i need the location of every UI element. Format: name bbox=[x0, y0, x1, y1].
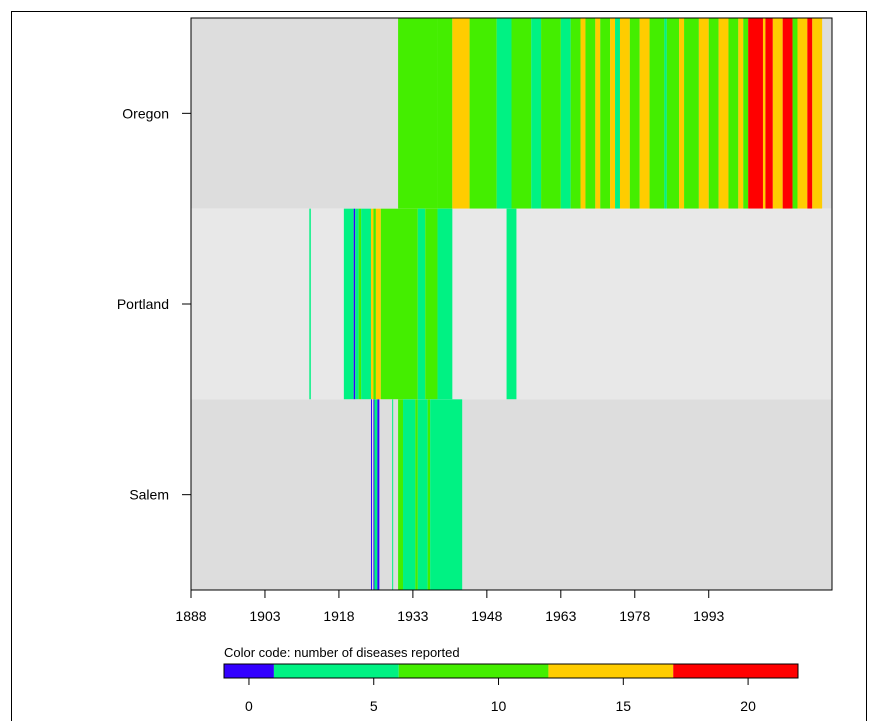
heat-cell bbox=[629, 18, 640, 209]
colorbar-border bbox=[223, 663, 799, 679]
colorbar-bin bbox=[673, 664, 798, 678]
heat-cell bbox=[370, 208, 374, 400]
heat-cell bbox=[415, 399, 418, 590]
colorbar-tick-label: 15 bbox=[616, 698, 632, 714]
heat-cell bbox=[600, 18, 611, 209]
heat-cell bbox=[728, 18, 739, 209]
heat-cell bbox=[666, 18, 680, 209]
y-tick-label: Portland bbox=[117, 296, 169, 312]
heat-cell bbox=[762, 18, 766, 209]
heat-cell bbox=[370, 399, 372, 590]
heat-cell bbox=[595, 18, 601, 209]
heat-cell bbox=[506, 208, 517, 400]
x-tick-label: 1963 bbox=[545, 608, 576, 624]
colorbar-bin bbox=[398, 664, 549, 678]
heat-cell bbox=[373, 208, 376, 400]
heat-cell bbox=[427, 399, 431, 590]
y-axis: Oregon Portland Salem bbox=[117, 105, 191, 503]
heat-cell bbox=[541, 18, 561, 209]
heat-cell bbox=[615, 18, 620, 209]
colorbar-title: Color code: number of diseases reported bbox=[224, 645, 460, 660]
heat-cell bbox=[437, 18, 453, 209]
heat-cell bbox=[718, 18, 729, 209]
heat-cell bbox=[430, 399, 463, 590]
heat-cell bbox=[765, 18, 773, 209]
heat-cell bbox=[343, 208, 354, 400]
row-background-salem bbox=[191, 399, 832, 590]
heat-cell bbox=[782, 18, 793, 209]
heat-cell bbox=[469, 18, 497, 209]
heat-cell bbox=[807, 18, 813, 209]
x-tick-label: 1903 bbox=[249, 608, 280, 624]
colorbar-bin bbox=[273, 664, 399, 678]
heat-cell bbox=[398, 399, 404, 590]
heat-cell bbox=[417, 208, 426, 400]
heat-cell bbox=[531, 18, 542, 209]
heat-cell bbox=[358, 208, 362, 400]
heat-cell bbox=[698, 18, 709, 209]
heat-cell bbox=[437, 208, 453, 400]
heat-cell bbox=[812, 18, 823, 209]
heat-cell bbox=[452, 18, 470, 209]
heat-cell bbox=[374, 399, 378, 590]
heat-cell bbox=[610, 18, 616, 209]
colorbar-legend: Color code: number of diseases reported … bbox=[223, 645, 799, 714]
heat-cell bbox=[639, 18, 650, 209]
heat-cell bbox=[679, 18, 685, 209]
colorbar-tick-label: 10 bbox=[491, 698, 507, 714]
heat-cell bbox=[649, 18, 665, 209]
x-tick-label: 1948 bbox=[471, 608, 502, 624]
colorbar-tick-label: 5 bbox=[370, 698, 378, 714]
heat-cell bbox=[619, 18, 630, 209]
y-tick-label: Salem bbox=[129, 487, 169, 503]
heat-cell bbox=[380, 208, 418, 400]
heat-cell bbox=[684, 18, 699, 209]
heat-cell bbox=[664, 18, 667, 209]
heat-cell bbox=[392, 399, 394, 590]
heat-cell bbox=[585, 18, 596, 209]
heat-cell bbox=[570, 18, 581, 209]
heat-cell bbox=[511, 18, 532, 209]
colorbar-bin bbox=[224, 664, 274, 678]
plot-area bbox=[191, 18, 832, 590]
heat-cell bbox=[792, 18, 798, 209]
x-tick-label: 1888 bbox=[175, 608, 206, 624]
heat-cell bbox=[425, 208, 438, 400]
heat-cell bbox=[355, 208, 359, 400]
heat-cell bbox=[403, 399, 416, 590]
page-frame bbox=[11, 11, 867, 721]
colorbar-bin bbox=[548, 664, 674, 678]
heat-cell bbox=[748, 18, 763, 209]
heat-cell bbox=[772, 18, 783, 209]
heat-cell bbox=[377, 399, 380, 590]
heat-cell bbox=[353, 208, 356, 400]
heat-cell bbox=[738, 18, 744, 209]
colorbar-tick-label: 20 bbox=[740, 698, 756, 714]
x-axis: 1888 1903 1918 1933 1948 1963 1978 1993 bbox=[175, 589, 725, 624]
y-tick-label: Oregon bbox=[122, 105, 169, 121]
heat-cell bbox=[708, 18, 719, 209]
heat-cell bbox=[309, 208, 311, 400]
heat-cell bbox=[361, 208, 371, 400]
x-tick-label: 1933 bbox=[397, 608, 428, 624]
colorbar-tick-label: 0 bbox=[245, 698, 253, 714]
x-tick-label: 1993 bbox=[693, 608, 724, 624]
heat-cell bbox=[398, 18, 438, 209]
heat-cell bbox=[373, 399, 375, 590]
heat-cell bbox=[417, 399, 428, 590]
x-tick-label: 1978 bbox=[619, 608, 650, 624]
heat-cell bbox=[560, 18, 571, 209]
heat-cell bbox=[375, 208, 381, 400]
heat-cell bbox=[580, 18, 586, 209]
heat-cell bbox=[797, 18, 808, 209]
heat-cell bbox=[743, 18, 749, 209]
heat-cell bbox=[496, 18, 512, 209]
x-tick-label: 1918 bbox=[323, 608, 354, 624]
